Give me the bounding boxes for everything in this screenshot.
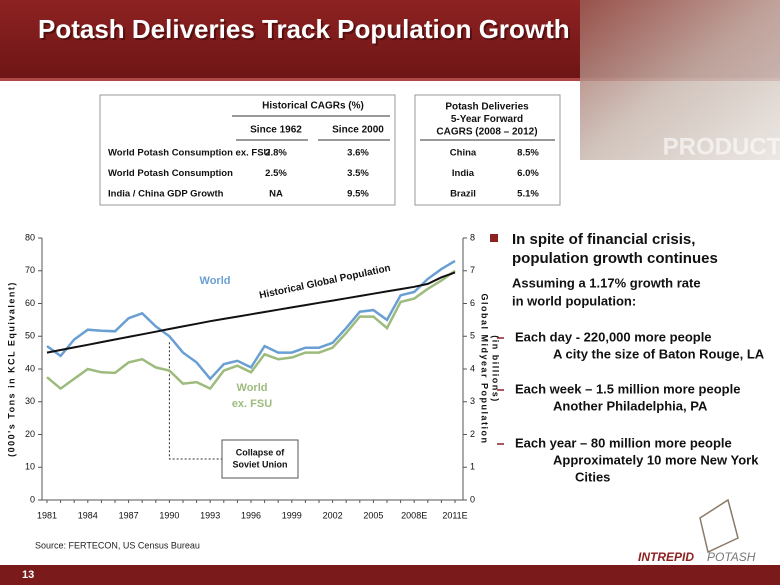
annotation: Soviet Union — [232, 459, 287, 469]
bullet-sub: Cities — [575, 469, 610, 484]
annotation: Collapse of — [236, 447, 286, 457]
table-title: Historical CAGRs (%) — [262, 101, 364, 112]
y2-tick-label: 4 — [470, 363, 475, 373]
bullet-heading: population growth continues — [512, 250, 718, 267]
bullet-heading: In spite of financial crisis, — [512, 231, 695, 248]
row-label: India / China GDP Growth — [108, 189, 224, 200]
title-shadow: Potash Deliveries Track Population Growt… — [40, 16, 572, 46]
row-label: Brazil — [450, 189, 476, 200]
x-tick-label: 2002 — [323, 510, 343, 520]
y2-tick-label: 1 — [470, 462, 475, 472]
y-tick-label: 10 — [25, 462, 35, 472]
series-line — [46, 269, 456, 391]
logo-shape — [699, 498, 739, 554]
table-cell: 5.1% — [517, 189, 539, 200]
x-tick-label: 1984 — [78, 510, 98, 520]
deliveries-table-box — [414, 94, 561, 206]
y-tick-label: 80 — [25, 232, 35, 242]
bullet-item: Each year – 80 million more people — [515, 435, 732, 450]
annotation-box — [221, 439, 299, 479]
y2-tick-label: 7 — [470, 265, 475, 275]
bullet-sub: A city the size of Baton Rouge, LA — [553, 346, 765, 361]
table-cell: 3.5% — [347, 168, 369, 179]
x-tick-label: 1990 — [159, 510, 179, 520]
y-tick-label: 40 — [25, 363, 35, 373]
table-cell: 2.8% — [265, 148, 287, 159]
table-title: Potash Deliveries — [445, 102, 529, 113]
row-label: World Potash Consumption ex. FSU — [108, 148, 271, 159]
y2-tick-label: 5 — [470, 331, 475, 341]
column-header: Since 1962 — [250, 125, 302, 136]
y-tick-label: 50 — [25, 331, 35, 341]
source: Source: FERTECON, US Census Bureau — [35, 540, 200, 550]
table-cell: NA — [269, 189, 283, 200]
bullet-intro: in world population: — [512, 293, 636, 308]
table-cell: 3.6% — [347, 148, 369, 159]
footer-bar — [0, 565, 780, 585]
y-tick-label: 0 — [30, 494, 35, 504]
series-label: World ex. FSU — [232, 382, 272, 410]
banner-strip — [0, 78, 780, 81]
column-header: Since 2000 — [332, 125, 384, 136]
cagr-table-box — [99, 94, 396, 206]
table-cell: 6.0% — [517, 168, 539, 179]
x-tick-label: 2008E — [401, 510, 427, 520]
y-tick-label: 70 — [25, 265, 35, 275]
series-label: World — [200, 275, 231, 287]
x-tick-label: 1987 — [119, 510, 139, 520]
y-axis-title: (000's Tons in KCL Equivalent) — [6, 281, 16, 457]
y2-tick-label: 3 — [470, 396, 475, 406]
row-label: India — [452, 168, 475, 179]
table-cell: 9.5% — [347, 189, 369, 200]
table-cell: 2.5% — [265, 168, 287, 179]
banner-photo — [580, 0, 780, 160]
annotation-leader — [168, 342, 222, 460]
table-title: 5-Year Forward — [451, 114, 523, 125]
bullet-item: Each week – 1.5 million more people — [515, 381, 740, 396]
bullet-sub: Another Philadelphia, PA — [553, 398, 708, 413]
bullet-intro: Assuming a 1.17% growth rate — [512, 275, 701, 290]
logo-word: POTASH — [707, 550, 756, 564]
y2-tick-label: 2 — [470, 429, 475, 439]
x-tick-label: 1981 — [37, 510, 57, 520]
y-tick-label: 60 — [25, 298, 35, 308]
bullet-item: Each day - 220,000 more people — [515, 329, 712, 344]
y2-axis-title: (in billions) — [491, 335, 501, 403]
row-label: World Potash Consumption — [108, 168, 233, 179]
x-tick-label: 2011E — [442, 510, 467, 520]
table-title: CAGRS (2008 – 2012) — [436, 127, 537, 138]
y-tick-label: 30 — [25, 396, 35, 406]
slide-title: Potash Deliveries Track Population Growt… — [38, 14, 570, 44]
table-cell: 8.5% — [517, 148, 539, 159]
page-number: 13 — [22, 569, 34, 581]
y2-tick-label: 8 — [470, 232, 475, 242]
x-tick-label: 1993 — [200, 510, 220, 520]
bullet-square — [490, 234, 498, 242]
y-tick-label: 20 — [25, 429, 35, 439]
photo-text: PRODUCTS — [663, 133, 780, 160]
series-line — [46, 259, 456, 381]
bullet-sub: Approximately 10 more New York — [553, 452, 759, 467]
x-tick-label: 1999 — [282, 510, 302, 520]
series-label: Historical Global Population — [258, 263, 391, 302]
y2-tick-label: 6 — [470, 298, 475, 308]
x-tick-label: 1996 — [241, 510, 261, 520]
y2-axis-title: Global Midyear Population — [480, 293, 490, 444]
y2-tick-label: 0 — [470, 494, 475, 504]
logo-word: INTREPID — [638, 550, 694, 564]
x-tick-label: 2005 — [363, 510, 383, 520]
series-line — [46, 271, 456, 354]
row-label: China — [450, 148, 477, 159]
